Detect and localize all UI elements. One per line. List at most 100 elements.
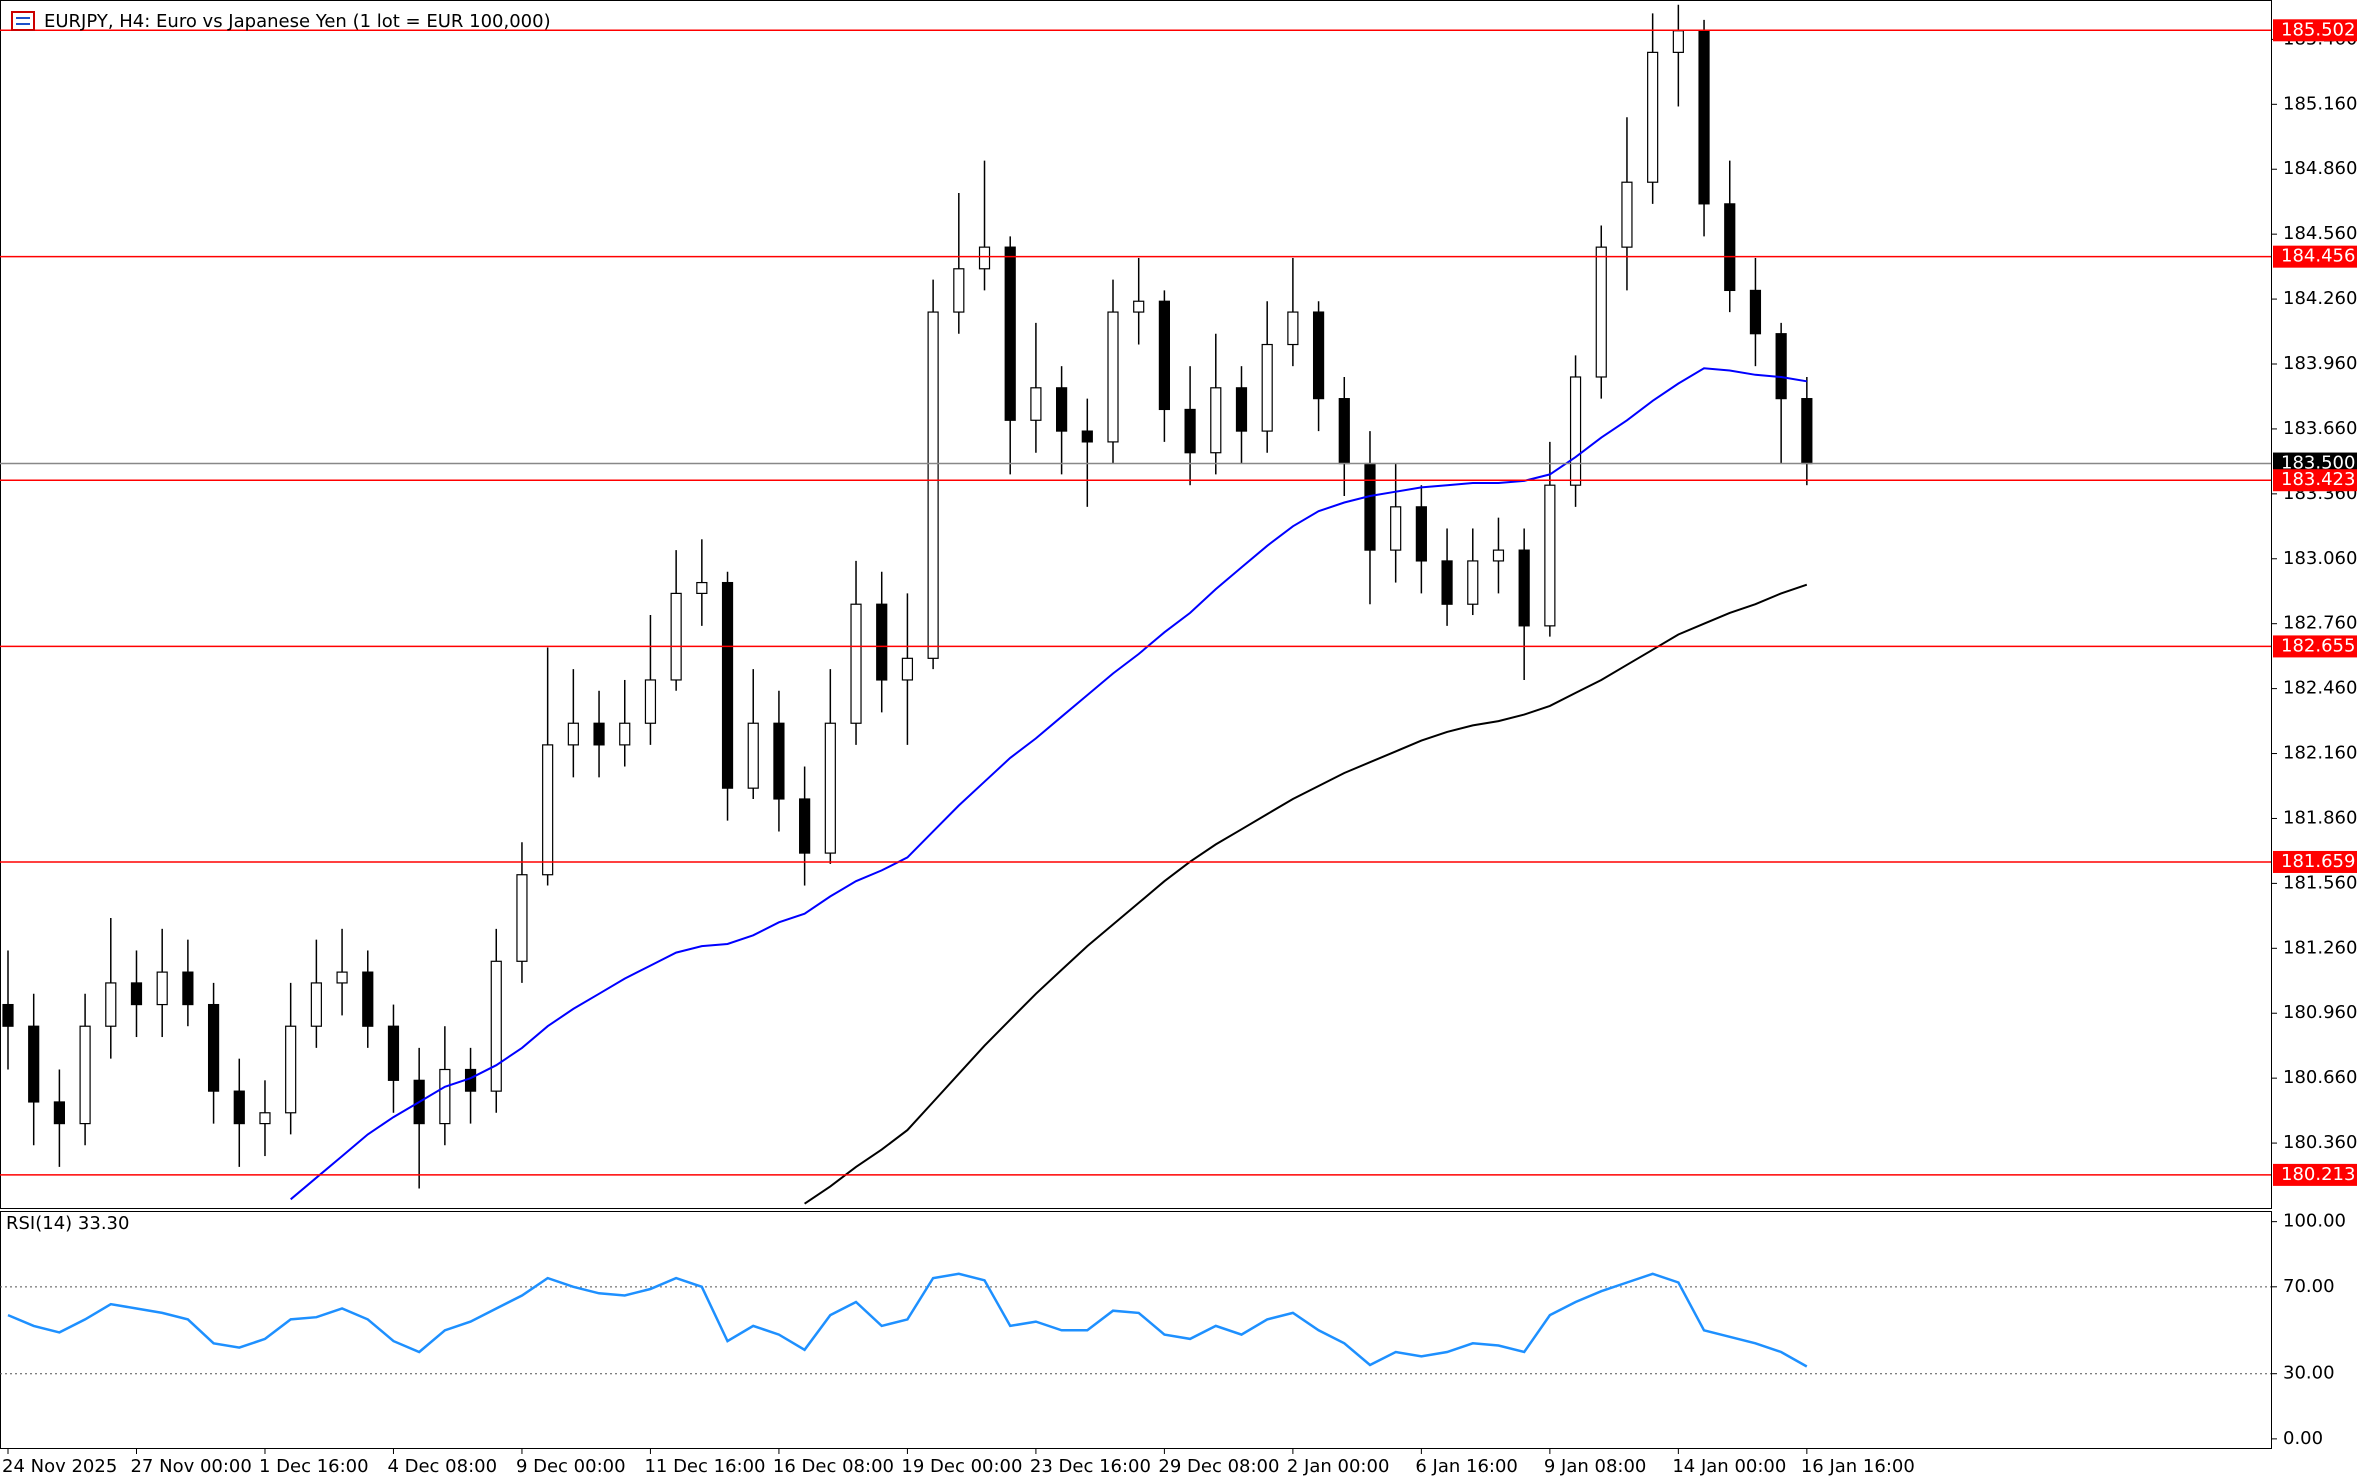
y-tick-label: 181.860 <box>2283 807 2357 828</box>
level-label: 185.502 <box>2281 19 2355 40</box>
x-tick-label: 29 Dec 08:00 <box>1158 1456 1279 1477</box>
candle-body <box>233 1090 245 1125</box>
x-tick-label: 1 Dec 16:00 <box>259 1456 369 1477</box>
x-tick-label: 19 Dec 00:00 <box>901 1456 1022 1477</box>
candle-body <box>1210 387 1222 454</box>
moving-average <box>804 583 1808 1205</box>
candle-body <box>1364 462 1376 551</box>
candle-body <box>490 960 502 1092</box>
level-box <box>2273 1163 2357 1186</box>
x-tick-label: 4 Dec 08:00 <box>387 1456 497 1477</box>
candle-body <box>285 1025 297 1114</box>
x-tick-label: 16 Jan 16:00 <box>1801 1456 1915 1477</box>
candle-body <box>593 722 605 746</box>
candle-body <box>1724 203 1736 292</box>
candle-body <box>1184 408 1196 454</box>
candle-body <box>1107 311 1119 443</box>
candle-body <box>1441 560 1453 605</box>
x-tick-label: 27 Nov 00:00 <box>130 1456 251 1477</box>
candle-body <box>1672 30 1684 53</box>
level-label: 182.655 <box>2281 635 2355 656</box>
chart-title: EURJPY, H4: Euro vs Japanese Yen (1 lot … <box>44 11 551 32</box>
x-tick-label: 11 Dec 16:00 <box>644 1456 765 1477</box>
last-price-label: 183.500 <box>2281 453 2355 474</box>
y-tick-label: 182.160 <box>2283 743 2357 764</box>
candle-body <box>953 268 965 313</box>
x-tick-label: 14 Jan 00:00 <box>1672 1456 1786 1477</box>
y-tick-label: 183.660 <box>2283 418 2357 439</box>
candle-body <box>79 1025 91 1125</box>
candle-body <box>1749 289 1762 335</box>
y-tick-label: 180.660 <box>2283 1067 2357 1088</box>
candle-body <box>310 982 322 1027</box>
candle-body <box>1467 560 1479 605</box>
candle-body <box>1390 506 1402 551</box>
level-box <box>2273 469 2357 492</box>
y-tick-label: 183.960 <box>2283 353 2357 374</box>
candle-body <box>619 722 631 746</box>
x-tick-label: 24 Nov 2025 <box>2 1456 117 1477</box>
y-tick-label: 184.860 <box>2283 158 2357 179</box>
candle-body <box>1338 398 1350 465</box>
candle-body <box>516 874 528 962</box>
candle-body <box>1235 387 1248 432</box>
candle-body <box>978 246 991 270</box>
candle-body <box>1698 30 1710 205</box>
y-tick-label: 100.00 <box>2283 1211 2346 1232</box>
x-tick-label: 2 Jan 00:00 <box>1287 1456 1390 1477</box>
candle-body <box>1312 311 1325 400</box>
y-tick-label: 182.460 <box>2283 678 2357 699</box>
x-tick-label: 16 Dec 08:00 <box>773 1456 894 1477</box>
candle-body <box>1621 181 1633 248</box>
candle-body <box>567 722 579 746</box>
level-label: 180.213 <box>2281 1164 2355 1185</box>
candle-body <box>1287 311 1299 346</box>
candle-body <box>156 971 168 1006</box>
candle-body <box>387 1025 400 1081</box>
candle-body <box>1518 549 1530 627</box>
candle-body <box>1158 300 1170 411</box>
candle-body <box>1569 376 1582 486</box>
candle-body <box>1801 398 1813 465</box>
candle-body <box>1775 333 1787 400</box>
candle-body <box>2 1003 14 1027</box>
level-label: 184.456 <box>2281 246 2355 267</box>
candle-body <box>336 971 348 984</box>
y-tick-label: 181.260 <box>2283 937 2357 958</box>
moving-average <box>290 367 1807 1201</box>
y-tick-label: 185.160 <box>2283 93 2357 114</box>
candle-body <box>105 982 117 1027</box>
plot-frame <box>0 0 2272 1209</box>
x-tick-label: 9 Jan 08:00 <box>1544 1456 1647 1477</box>
level-label: 181.659 <box>2281 851 2355 872</box>
y-tick-label: 184.560 <box>2283 223 2357 244</box>
candle-body <box>1056 387 1068 432</box>
candle-body <box>1492 549 1505 562</box>
candle-body <box>362 971 374 1027</box>
rsi-line <box>7 1272 1808 1368</box>
candle-body <box>850 603 862 724</box>
candle-body <box>1133 300 1145 313</box>
candle-body <box>439 1068 451 1125</box>
candle-body <box>927 311 939 659</box>
rsi-title: RSI(14) 33.30 <box>6 1213 129 1234</box>
plot-frame <box>0 1211 2272 1449</box>
candle-body <box>824 722 836 854</box>
candle-body <box>542 744 554 876</box>
level-label: 183.423 <box>2281 469 2355 490</box>
level-box <box>2273 245 2357 268</box>
candle-body <box>670 592 682 681</box>
y-tick-label: 180.360 <box>2283 1132 2357 1153</box>
candle-body <box>1544 484 1556 627</box>
candle-body <box>259 1112 271 1125</box>
candle-body <box>773 722 785 800</box>
candle-body <box>876 603 888 681</box>
candle-body <box>207 1003 220 1092</box>
candle-body <box>747 722 759 789</box>
level-box <box>2273 19 2357 42</box>
candle-body <box>1415 506 1427 562</box>
candle-body <box>1030 387 1042 421</box>
last-price-box <box>2273 452 2357 475</box>
